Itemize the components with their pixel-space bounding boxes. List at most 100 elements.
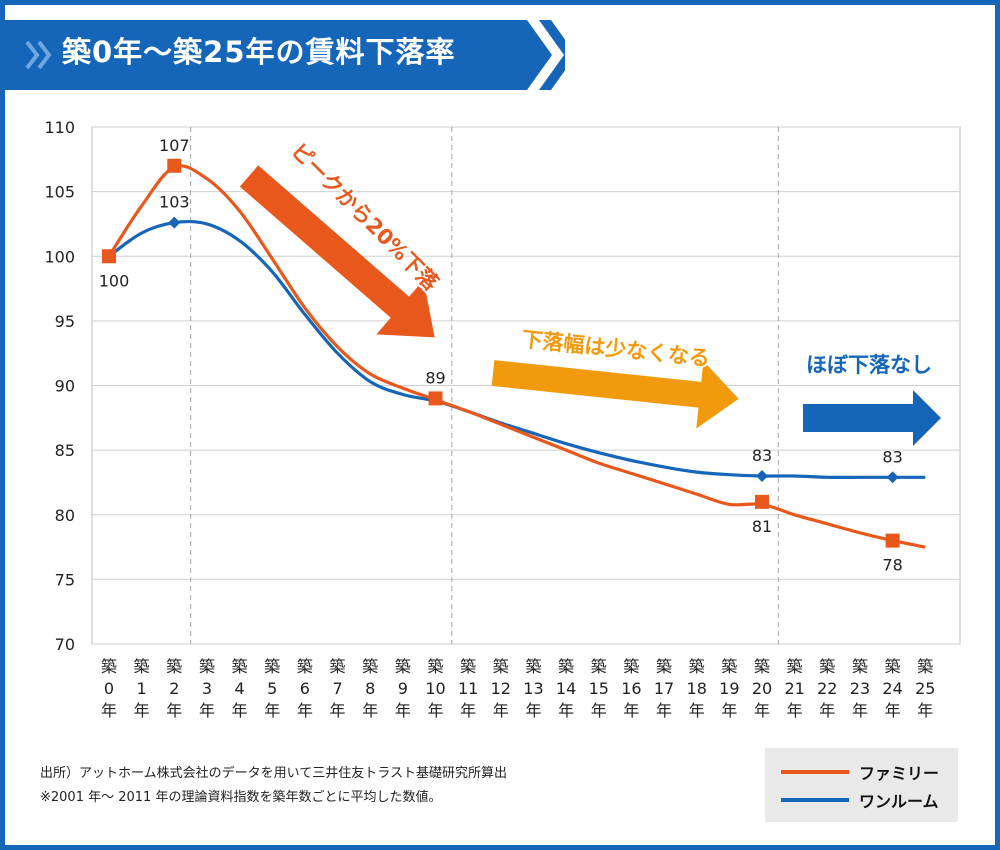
- x-tick-prefix: 築: [852, 657, 868, 676]
- data-label-oneroom: 83: [752, 446, 772, 465]
- data-label-oneroom: 103: [159, 193, 190, 212]
- x-tick-label: 12: [491, 679, 511, 698]
- x-tick-label: 23: [850, 679, 870, 698]
- x-tick-prefix: 築: [819, 657, 835, 676]
- x-tick-label: 1: [137, 679, 147, 698]
- double-chevron-icon: [25, 40, 52, 70]
- x-tick-prefix: 築: [232, 657, 248, 676]
- title-banner-shape: [5, 20, 552, 90]
- x-tick-suffix: 年: [134, 701, 150, 720]
- x-tick-prefix: 築: [199, 657, 215, 676]
- title-banner-chevron-outline: [539, 20, 565, 90]
- x-tick-prefix: 築: [917, 657, 933, 676]
- arrow-flat: [803, 390, 941, 446]
- legend-item-family: ファミリー: [781, 760, 939, 784]
- x-tick-suffix: 年: [525, 701, 541, 720]
- x-tick-suffix: 年: [493, 701, 509, 720]
- y-tick-label: 80: [55, 506, 75, 525]
- series-markers: [102, 158, 900, 548]
- legend-item-oneroom: ワンルーム: [781, 788, 939, 812]
- x-tick-label: 18: [687, 679, 707, 698]
- y-tick-label: 110: [44, 118, 75, 137]
- x-tick-label: 7: [332, 679, 342, 698]
- x-tick-prefix: 築: [395, 657, 411, 676]
- x-tick-label: 22: [817, 679, 837, 698]
- x-tick-prefix: 築: [460, 657, 476, 676]
- x-tick-prefix: 築: [591, 657, 607, 676]
- data-point-family: [885, 533, 900, 548]
- x-tick-prefix: 築: [721, 657, 737, 676]
- data-labels: 103 83 83 100 107 89 81 78: [99, 136, 903, 575]
- x-tick-suffix: 年: [558, 701, 574, 720]
- x-tick-prefix: 築: [493, 657, 509, 676]
- x-tick-label: 10: [425, 679, 445, 698]
- x-tick-prefix: 築: [656, 657, 672, 676]
- x-tick-prefix: 築: [754, 657, 770, 676]
- x-tick-suffix: 年: [819, 701, 835, 720]
- y-tick-label: 70: [55, 635, 75, 654]
- x-tick-prefix: 築: [264, 657, 280, 676]
- x-tick-label: 0: [104, 679, 114, 698]
- x-tick-label: 17: [654, 679, 674, 698]
- legend-label-family: ファミリー: [859, 764, 940, 783]
- x-tick-label: 3: [202, 679, 212, 698]
- x-tick-suffix: 年: [362, 701, 378, 720]
- x-tick-suffix: 年: [264, 701, 280, 720]
- x-tick-suffix: 年: [232, 701, 248, 720]
- x-tick-prefix: 築: [330, 657, 346, 676]
- x-tick-suffix: 年: [656, 701, 672, 720]
- arrow-flat-shape: [803, 390, 941, 446]
- arrow-peak-drop: [239, 165, 435, 338]
- x-tick-suffix: 年: [754, 701, 770, 720]
- arrow-peak-drop-shape: [239, 165, 435, 338]
- legend-swatch-oneroom: [781, 798, 849, 802]
- x-tick-prefix: 築: [689, 657, 705, 676]
- annotation-narrow-text: 下落幅は少なくなる: [520, 327, 710, 371]
- x-tick-label: 4: [235, 679, 245, 698]
- x-tick-suffix: 年: [395, 701, 411, 720]
- x-tick-prefix: 築: [134, 657, 150, 676]
- data-label-oneroom: 83: [882, 447, 902, 466]
- x-tick-label: 8: [365, 679, 375, 698]
- page-title: 築0年〜築25年の賃料下落率: [62, 35, 456, 69]
- x-tick-prefix: 築: [362, 657, 378, 676]
- data-label-family: 78: [882, 556, 902, 575]
- source-line-2: ※2001 年〜 2011 年の理論資料指数を築年数ごとに平均した数値。: [40, 790, 442, 805]
- x-tick-label: 16: [621, 679, 641, 698]
- annotation-texts: ピークから20%下落 下落幅は少なくなる ほぼ下落なし: [284, 137, 932, 377]
- x-tick-label: 21: [784, 679, 804, 698]
- x-tick-suffix: 年: [917, 701, 933, 720]
- x-tick-suffix: 年: [721, 701, 737, 720]
- x-tick-suffix: 年: [330, 701, 346, 720]
- x-tick-suffix: 年: [101, 701, 117, 720]
- source-note: 出所）アットホーム株式会社のデータを用いて三井住友トラスト基礎研究所算出 ※20…: [40, 762, 507, 810]
- x-tick-label: 6: [300, 679, 310, 698]
- x-tick-prefix: 築: [787, 657, 803, 676]
- x-tick-suffix: 年: [199, 701, 215, 720]
- x-tick-label: 14: [556, 679, 576, 698]
- x-tick-label: 20: [752, 679, 772, 698]
- data-label-family: 81: [752, 517, 772, 536]
- x-tick-label: 15: [589, 679, 609, 698]
- y-tick-label: 85: [55, 441, 75, 460]
- data-label-family: 100: [99, 271, 130, 290]
- series-line-family: [107, 164, 926, 549]
- x-tick-suffix: 年: [297, 701, 313, 720]
- x-tick-suffix: 年: [787, 701, 803, 720]
- x-tick-suffix: 年: [166, 701, 182, 720]
- title-banner: [5, 20, 565, 90]
- data-point-oneroom: [886, 471, 899, 484]
- axes: 110105100959085807570築0年築1年築2年築3年築4年築5年築…: [44, 118, 935, 720]
- x-tick-prefix: 築: [297, 657, 313, 676]
- x-tick-label: 5: [267, 679, 277, 698]
- x-tick-suffix: 年: [591, 701, 607, 720]
- x-tick-suffix: 年: [460, 701, 476, 720]
- y-tick-label: 95: [55, 312, 75, 331]
- x-tick-label: 13: [523, 679, 543, 698]
- annotation-flat-text: ほぼ下落なし: [806, 353, 932, 377]
- x-tick-label: 19: [719, 679, 739, 698]
- data-label-family: 89: [425, 368, 445, 387]
- data-label-family: 107: [159, 136, 190, 155]
- data-point-oneroom: [756, 469, 768, 482]
- x-tick-prefix: 築: [166, 657, 182, 676]
